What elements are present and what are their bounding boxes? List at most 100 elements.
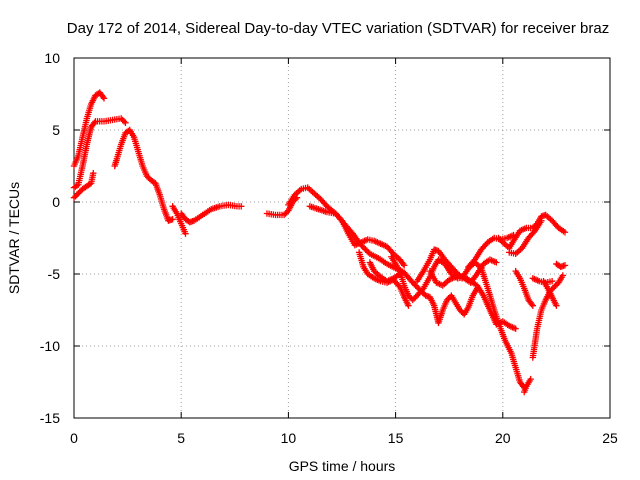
plus-marker [419,289,426,296]
plus-marker [412,282,419,289]
plus-marker [91,119,98,126]
plus-marker [409,296,416,304]
data-series-arc-20 [521,375,534,396]
chart-title: Day 172 of 2014, Sidereal Day-to-day VTE… [67,20,609,37]
plus-marker [410,280,418,288]
x-tick-label: 0 [70,430,78,446]
data-series-arc-24 [553,260,569,270]
plus-marker [552,282,559,289]
plus-marker [75,190,82,197]
plus-marker [493,259,500,266]
plus-marker [406,293,414,301]
plus-marker [561,229,569,236]
data-series-arc-15 [426,259,528,391]
y-tick-label: -15 [40,410,60,426]
plus-marker [548,278,556,285]
plus-marker [553,302,560,309]
y-tick-label: 5 [52,122,60,138]
plus-marker [72,193,79,200]
plus-marker [143,172,151,180]
plus-marker [120,118,128,125]
plus-marker [99,93,107,101]
plus-marker [169,216,176,223]
x-tick-label: 15 [388,430,404,446]
plus-marker [122,119,129,126]
plus-marker [362,246,369,253]
plus-marker [443,296,451,304]
data-series-arc-3 [70,170,97,201]
y-tick-label: -5 [48,266,61,282]
data-series-arc-17 [495,211,569,252]
plus-marker [553,280,561,288]
plus-marker [400,262,408,269]
plus-marker [280,211,288,219]
plus-marker [413,283,421,291]
plus-marker [559,272,567,279]
data-series-arc-18 [506,217,545,258]
plus-marker [458,308,465,315]
plus-marker [528,301,535,308]
plus-marker [409,279,416,286]
plus-marker [360,244,368,252]
plus-marker [529,302,537,309]
plus-marker [473,285,481,292]
plus-marker [495,234,502,242]
plus-marker [363,247,371,255]
data-series-arc-22 [529,275,556,286]
y-tick-label: 0 [52,194,60,210]
x-axis-label: GPS time / hours [289,458,396,474]
data-series-arc-4 [111,126,176,224]
y-axis-label: SDTVAR / TECUs [6,182,22,294]
plus-marker [145,174,152,181]
plus-marker [405,302,412,309]
plus-marker [405,292,412,299]
plus-marker [538,217,545,224]
data-series-arc-6 [178,201,245,226]
plus-marker [282,210,289,217]
plus-marker [359,243,366,250]
plus-marker [76,188,83,196]
x-tick-label: 10 [281,430,297,446]
plus-marker [445,295,452,302]
data-series-arc-19 [512,267,537,309]
x-tick-label: 25 [602,430,618,446]
plus-marker [90,170,97,177]
data-series-arc-1 [70,89,108,170]
data-series-arc-11 [366,259,404,285]
plus-marker [100,95,108,102]
plus-marker [238,203,245,210]
plus-marker [388,249,396,256]
plus-marker [418,288,425,295]
x-tick-label: 5 [177,430,185,446]
plus-marker [512,325,519,332]
grid-layer [74,58,610,418]
data-series-arc-23 [540,278,560,309]
plus-marker [399,260,407,268]
plus-marker [70,194,78,201]
plus-marker [561,262,569,269]
data-series-arc-2 [70,115,129,191]
plus-marker [456,306,464,314]
data-series-arc-9 [306,203,425,295]
plus-marker [395,282,402,289]
y-tick-label: -10 [40,338,60,354]
data-series-arc-14 [418,285,481,327]
data-series-arc-5 [169,203,189,237]
plus-marker [410,295,418,302]
x-tick-label: 20 [495,430,511,446]
tick-layer: 0 5 10 15 20 25 -15 -10 -5 0 5 10 [40,50,618,446]
plus-marker [119,116,126,124]
plus-marker [496,236,504,243]
plot-border [73,57,611,419]
plus-marker [117,115,125,122]
plus-marker [498,237,505,245]
plus-marker [551,283,558,291]
plus-marker [358,242,365,249]
data-layer [70,89,569,396]
plus-marker [182,230,189,237]
data-series-arc-16 [465,231,517,270]
plus-marker [73,191,81,198]
y-tick-label: 10 [44,50,60,66]
